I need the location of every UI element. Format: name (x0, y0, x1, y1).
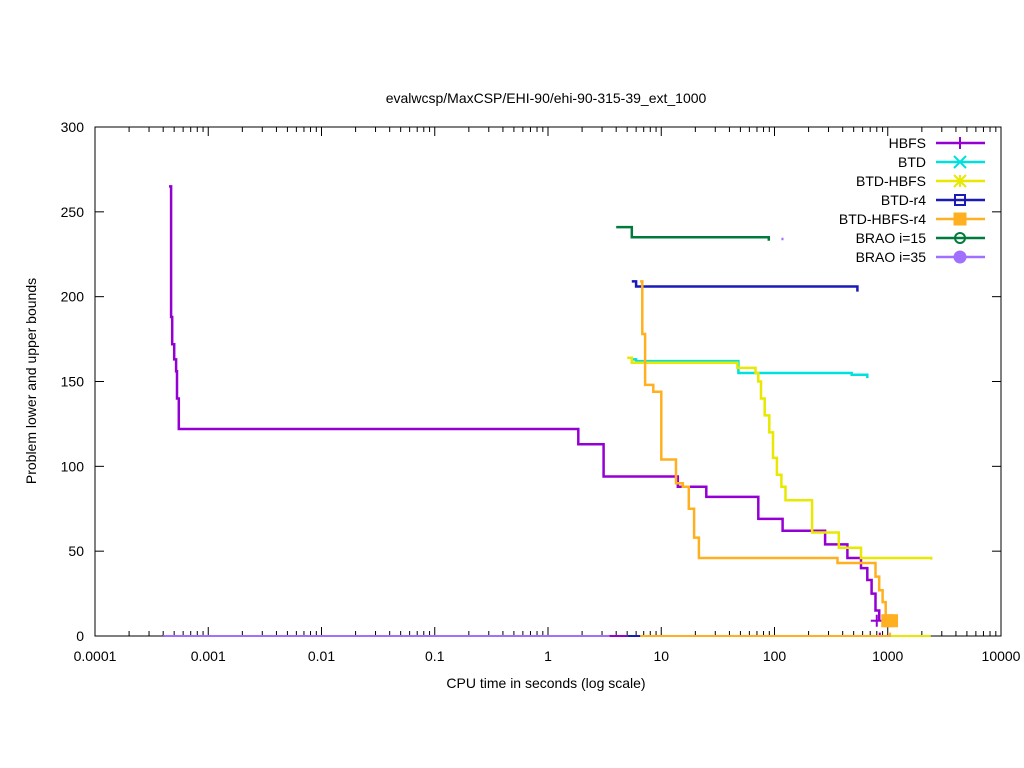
legend-entry-brao-i-15: BRAO i=15 (856, 230, 985, 246)
y-tick-label: 200 (61, 289, 85, 305)
legend-entry-hbfs: HBFS (889, 135, 985, 151)
x-tick-label: 1000 (872, 648, 903, 664)
x-axis: 0.0001 0.001 0.01 0.1 1 10 100 1000 10000 (74, 127, 1021, 664)
legend-entry-brao-i-35: BRAO i=35 (856, 249, 985, 265)
y-tick-label: 250 (61, 204, 85, 220)
series-brao-i-15 (616, 225, 771, 241)
legend-label: BTD-HBFS-r4 (839, 211, 926, 227)
y-axis-label: Problem lower and upper bounds (23, 278, 39, 484)
series-btd-r4-upper-line (631, 280, 859, 292)
series-hbfs-point (870, 614, 883, 627)
plot-border (94, 126, 1002, 637)
plot-frame (94, 126, 1002, 637)
series-hbfs (163, 185, 883, 637)
series-btd-hbfs-r4-lower-line (640, 632, 892, 637)
legend-label: BRAO i=35 (856, 249, 927, 265)
y-tick-label: 100 (61, 458, 85, 474)
series-layer (163, 185, 933, 637)
series-hbfs-upper-line (169, 185, 881, 621)
legend-marker (954, 194, 966, 206)
x-tick-label: 10000 (982, 648, 1021, 664)
series-btd-hbfs (627, 356, 933, 637)
series-btd-hbfs-r4-point (885, 614, 899, 628)
legend-label: BTD (898, 154, 926, 170)
legend-label: BTD-r4 (881, 192, 926, 208)
x-tick-label: 100 (763, 648, 787, 664)
legend-label: BRAO i=15 (856, 230, 927, 246)
series-btd-hbfs-upper-line (627, 356, 933, 560)
y-tick-label: 300 (61, 119, 85, 135)
legend-marker (953, 250, 967, 264)
y-tick-label: 50 (68, 543, 84, 559)
series-brao-i-35 (163, 237, 784, 637)
legend-marker (954, 232, 966, 244)
x-tick-label: 10 (653, 648, 669, 664)
series-brao-i-15-upper-line (616, 225, 771, 241)
y-axis: 0 50 100 150 200 250 300 (61, 119, 1001, 644)
legend-marker (953, 155, 967, 169)
series-btd-hbfs-r4 (640, 280, 899, 637)
legend-marker (954, 137, 966, 149)
x-tick-label: 0.1 (425, 648, 445, 664)
chart-title: evalwcsp/MaxCSP/EHI-90/ehi-90-315-39_ext… (386, 90, 707, 106)
y-tick-label: 0 (76, 628, 84, 644)
legend-label: BTD-HBFS (856, 173, 926, 189)
legend-entry-btd-r4: BTD-r4 (881, 192, 985, 208)
x-tick-label: 1 (544, 648, 552, 664)
x-axis-label: CPU time in seconds (log scale) (446, 675, 645, 691)
legend: HBFS BTD BTD-HBFS BTD-r4 BTD-HBFS-r4 BRAO i=1… (839, 135, 985, 265)
legend-entry-btd-hbfs: BTD-HBFS (856, 173, 985, 189)
legend-label: HBFS (889, 135, 926, 151)
x-tick-label: 0.01 (308, 648, 335, 664)
legend-entry-btd: BTD (898, 154, 985, 170)
y-tick-label: 150 (61, 374, 85, 390)
legend-marker (953, 212, 967, 226)
x-tick-label: 0.0001 (74, 648, 117, 664)
legend-entry-btd-hbfs-r4: BTD-HBFS-r4 (839, 211, 985, 227)
x-tick-label: 0.001 (191, 648, 226, 664)
series-btd-hbfs-r4-upper-line (640, 280, 890, 621)
series-btd-upper-line (631, 358, 869, 379)
legend-marker (953, 174, 967, 188)
